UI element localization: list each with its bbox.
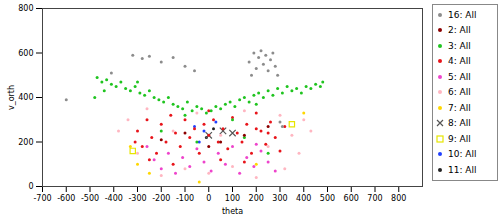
html-text:9: All: 9: All — [448, 133, 471, 144]
svg-text:-600: -600 — [57, 194, 75, 203]
svg-text:0: 0 — [206, 194, 211, 203]
svg-text:-100: -100 — [176, 194, 194, 203]
html-text:16: All: 16: All — [448, 9, 477, 20]
svg-text:300: 300 — [272, 194, 287, 203]
html-text:11: All: 11: All — [448, 164, 477, 175]
html-text:7: All: 7: All — [448, 102, 471, 113]
svg-text:700: 700 — [367, 194, 382, 203]
html-text:8: All: 8: All — [448, 118, 471, 129]
html-text:3: All: 3: All — [448, 40, 471, 51]
html-text:10: All: 10: All — [448, 149, 477, 160]
svg-text:400: 400 — [296, 194, 311, 203]
svg-text:200: 200 — [18, 138, 33, 147]
svg-text:600: 600 — [344, 194, 359, 203]
svg-text:v_orth: v_orth — [7, 85, 16, 110]
html-text:2: All: 2: All — [448, 25, 471, 36]
svg-text:-200: -200 — [152, 194, 170, 203]
svg-text:400: 400 — [18, 93, 33, 102]
svg-text:500: 500 — [320, 194, 335, 203]
svg-text:-300: -300 — [128, 194, 146, 203]
svg-text:-500: -500 — [81, 194, 99, 203]
svg-text:-700: -700 — [33, 194, 51, 203]
svg-text:100: 100 — [225, 194, 240, 203]
html-text:4: All: 4: All — [448, 56, 471, 67]
html-text:5: All: 5: All — [448, 71, 471, 82]
svg-text:800: 800 — [391, 194, 406, 203]
html-text:6: All: 6: All — [448, 87, 471, 98]
svg-text:600: 600 — [18, 49, 33, 58]
svg-text:800: 800 — [18, 4, 33, 13]
svg-text:200: 200 — [249, 194, 264, 203]
svg-text:theta: theta — [222, 207, 243, 216]
svg-text:-400: -400 — [105, 194, 123, 203]
svg-text:0: 0 — [28, 182, 33, 191]
